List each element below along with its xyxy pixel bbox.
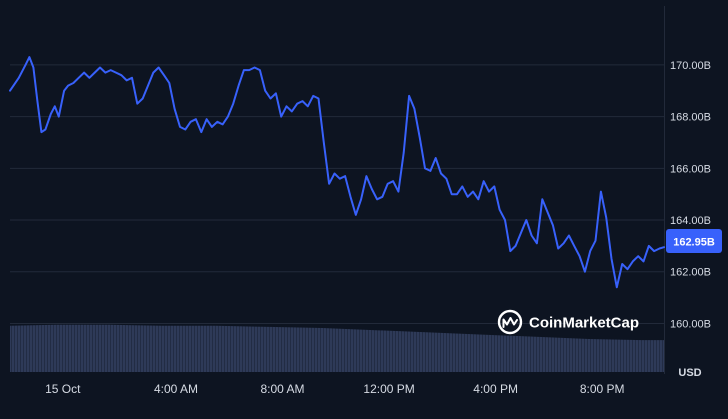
x-tick-label: 8:00 AM: [261, 382, 305, 396]
y-tick-label: 160.00B: [670, 318, 711, 330]
grid-lines: [10, 64, 664, 324]
y-tick-label: 168.00B: [670, 112, 711, 124]
y-tick-label: 166.00B: [670, 163, 711, 175]
x-tick-label: 12:00 PM: [363, 382, 414, 396]
y-axis-ticks: 170.00B 168.00B 166.00B 164.00B 162.00B 160.0…: [670, 60, 711, 331]
x-tick-label: 4:00 PM: [473, 382, 518, 396]
coinmarketcap-logo-icon: [497, 309, 523, 335]
volume-area: [10, 324, 664, 372]
x-tick-label: 4:00 AM: [154, 382, 198, 396]
y-tick-label: 162.00B: [670, 267, 711, 279]
y-tick-label: 170.00B: [670, 60, 711, 72]
plot-right-border: [664, 6, 665, 374]
x-tick-label: 15 Oct: [45, 382, 81, 396]
x-axis-ticks: 15 Oct 4:00 AM 8:00 AM 12:00 PM 4:00 PM 8:00 …: [45, 382, 624, 396]
volume-bars: [10, 324, 664, 372]
series-line: [9, 56, 665, 289]
current-value-badge: 162.95B: [666, 229, 722, 253]
x-tick-label: 8:00 PM: [580, 382, 625, 396]
currency-unit-label: USD: [678, 367, 701, 379]
coinmarketcap-watermark: CoinMarketCap: [497, 309, 639, 335]
current-value-label: 162.95B: [673, 237, 715, 249]
market-cap-line: [9, 56, 665, 289]
watermark-text: CoinMarketCap: [529, 315, 639, 332]
current-value-badge-bg: [666, 229, 722, 253]
y-tick-label: 164.00B: [670, 215, 711, 227]
